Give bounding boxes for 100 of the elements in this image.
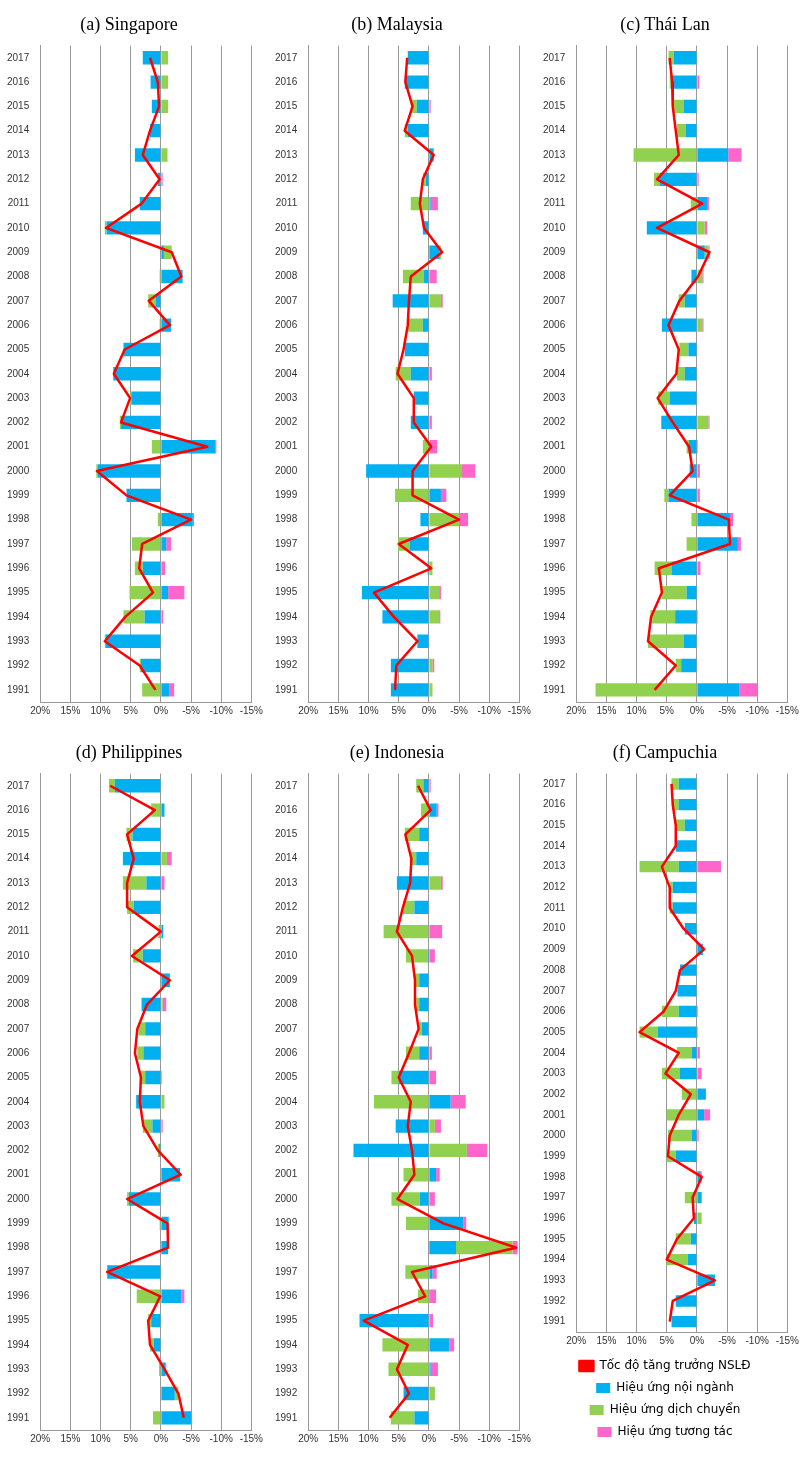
y-tick-label: 2007 xyxy=(543,984,566,996)
x-tick-label: 0% xyxy=(421,1432,437,1444)
y-tick-label: 2004 xyxy=(543,1046,566,1058)
x-tick-label: -10% xyxy=(209,1432,233,1444)
legend-label: Hiệu ứng nội ngành xyxy=(616,1380,734,1395)
y-tick-label: 1992 xyxy=(275,659,298,671)
x-tick-label: 15% xyxy=(328,1432,349,1444)
y-tick-label: 2012 xyxy=(275,173,298,185)
chart-title: (b) Malaysia xyxy=(351,13,443,35)
x-tick-label: -10% xyxy=(477,704,501,716)
y-tick-label: 2013 xyxy=(543,860,566,872)
x-tick-label: -5% xyxy=(182,704,201,716)
x-tick-label: -5% xyxy=(718,704,737,716)
y-tick-label: 2008 xyxy=(543,963,566,975)
y-tick-label: 2013 xyxy=(7,148,30,160)
y-tick-label: 2004 xyxy=(7,367,30,379)
y-tick-label: 2003 xyxy=(7,391,30,403)
y-tick-label: 1991 xyxy=(275,683,298,695)
y-tick-label: 2005 xyxy=(7,1071,30,1083)
y-tick-label: 2000 xyxy=(275,464,298,476)
y-tick-label: 2012 xyxy=(7,901,30,913)
y-tick-label: 2015 xyxy=(7,100,30,112)
y-tick-label: 2000 xyxy=(543,1129,566,1141)
y-tick-label: 2001 xyxy=(543,1108,566,1120)
y-tick-label: 1993 xyxy=(543,634,566,646)
y-tick-label: 1997 xyxy=(543,1191,566,1203)
y-tick-label: 1997 xyxy=(7,537,30,549)
y-tick-label: 2003 xyxy=(275,1119,298,1131)
x-tick-label: 0% xyxy=(689,704,705,716)
y-tick-label: 2010 xyxy=(7,949,30,961)
y-tick-label: 2014 xyxy=(7,852,30,864)
x-tick-label: -15% xyxy=(507,1432,532,1444)
y-tick-label: 1995 xyxy=(275,586,298,598)
chart-title: (a) Singapore xyxy=(80,13,178,35)
x-tick-label: -10% xyxy=(477,1432,501,1444)
x-tick-label: 15% xyxy=(596,1334,617,1346)
y-tick-label: 1998 xyxy=(275,513,298,525)
y-tick-label: 1991 xyxy=(7,1411,30,1423)
y-tick-label: 1994 xyxy=(543,1253,566,1265)
y-tick-label: 1998 xyxy=(543,1170,566,1182)
y-tick-label: 1994 xyxy=(275,1338,298,1350)
y-tick-label: 2010 xyxy=(275,949,298,961)
y-tick-label: 2005 xyxy=(275,343,298,355)
x-tick-label: 5% xyxy=(659,1334,675,1346)
x-tick-label: -15% xyxy=(239,704,264,716)
y-tick-label: 1998 xyxy=(275,1241,298,1253)
x-tick-label: 0% xyxy=(153,1432,169,1444)
y-tick-label: 2011 xyxy=(543,901,566,913)
y-tick-label: 1991 xyxy=(543,683,566,695)
y-tick-label: 1994 xyxy=(275,610,298,622)
y-tick-label: 1996 xyxy=(543,562,566,574)
y-tick-label: 2001 xyxy=(7,440,30,452)
x-tick-label: 5% xyxy=(391,704,407,716)
y-tick-label: 2005 xyxy=(7,343,30,355)
y-tick-label: 2002 xyxy=(7,1144,30,1156)
x-tick-label: -10% xyxy=(745,704,769,716)
y-tick-label: 2012 xyxy=(7,173,30,185)
y-tick-label: 1991 xyxy=(543,1315,566,1327)
y-tick-label: 2010 xyxy=(275,221,298,233)
y-tick-label: 2016 xyxy=(275,75,298,87)
y-tick-label: 1999 xyxy=(7,489,30,501)
y-tick-label: 1999 xyxy=(543,1149,566,1161)
y-tick-label: 2013 xyxy=(275,876,298,888)
y-tick-label: 1994 xyxy=(7,1338,30,1350)
y-tick-label: 2017 xyxy=(7,51,30,63)
y-tick-label: 1997 xyxy=(543,537,566,549)
y-tick-label: 2016 xyxy=(7,803,30,815)
x-tick-label: 15% xyxy=(60,704,81,716)
x-tick-label: 10% xyxy=(90,1432,111,1444)
y-tick-label: 2017 xyxy=(275,779,298,791)
x-tick-label: 5% xyxy=(391,1432,407,1444)
x-tick-label: 15% xyxy=(596,704,617,716)
y-tick-label: 2009 xyxy=(7,973,30,985)
x-tick-label: -10% xyxy=(745,1334,769,1346)
y-tick-label: 2007 xyxy=(7,294,30,306)
y-tick-label: 2001 xyxy=(7,1168,30,1180)
x-tick-label: -5% xyxy=(450,704,469,716)
x-tick-label: 0% xyxy=(689,1334,705,1346)
y-tick-label: 2013 xyxy=(7,876,30,888)
y-tick-label: 2005 xyxy=(275,1071,298,1083)
y-tick-label: 1993 xyxy=(275,1362,298,1374)
y-tick-label: 1995 xyxy=(543,586,566,598)
y-tick-label: 2015 xyxy=(543,100,566,112)
y-tick-label: 2007 xyxy=(275,294,298,306)
y-tick-label: 2009 xyxy=(275,245,298,257)
y-tick-label: 2011 xyxy=(7,197,30,209)
y-tick-label: 2016 xyxy=(275,803,298,815)
y-tick-label: 1992 xyxy=(7,1387,30,1399)
x-tick-label: -5% xyxy=(450,1432,469,1444)
y-tick-label: 2008 xyxy=(7,998,30,1010)
y-tick-label: 2015 xyxy=(543,819,566,831)
y-tick-label: 2008 xyxy=(275,270,298,282)
y-tick-label: 2004 xyxy=(543,367,566,379)
y-tick-label: 2009 xyxy=(543,943,566,955)
y-tick-label: 2009 xyxy=(543,245,566,257)
y-tick-label: 2007 xyxy=(7,1022,30,1034)
legend-label: Hiệu ứng dịch chuyển xyxy=(609,1402,741,1417)
x-tick-label: 5% xyxy=(123,1432,139,1444)
x-tick-label: 15% xyxy=(328,704,349,716)
y-tick-label: 2011 xyxy=(7,925,30,937)
